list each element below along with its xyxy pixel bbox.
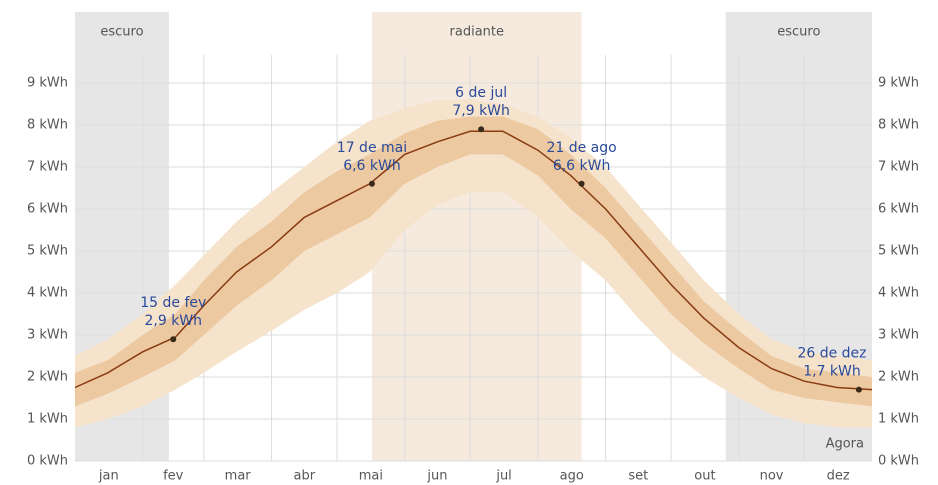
y2-tick-label: 3 kWh xyxy=(878,328,919,343)
annotation-value: 6,6 kWh xyxy=(343,158,401,174)
region-label: radiante xyxy=(450,25,504,40)
y-tick-label: 0 kWh xyxy=(27,454,68,469)
y2-tick-label: 9 kWh xyxy=(878,76,919,91)
y-tick-label: 2 kWh xyxy=(27,370,68,385)
y2-tick-label: 7 kWh xyxy=(878,160,919,175)
y-tick-label: 8 kWh xyxy=(27,118,68,133)
band xyxy=(75,116,872,407)
y-tick-label: 1 kWh xyxy=(27,412,68,427)
x-tick-label: set xyxy=(628,469,648,484)
y2-tick-label: 2 kWh xyxy=(878,370,919,385)
y-tick-label: 9 kWh xyxy=(27,76,68,91)
x-tick-label: jul xyxy=(495,469,511,484)
annotation-point xyxy=(368,180,375,187)
x-tick-label: mar xyxy=(225,469,252,484)
band xyxy=(75,99,872,428)
annotation-value: 7,9 kWh xyxy=(452,103,510,119)
annotation-value: 1,7 kWh xyxy=(803,364,861,380)
annotation-date: 15 de fev xyxy=(140,295,206,311)
annotation-date: 21 de ago xyxy=(546,140,616,156)
annotation-point xyxy=(855,386,862,393)
x-tick-label: ago xyxy=(560,469,584,484)
y-tick-label: 6 kWh xyxy=(27,202,68,217)
x-tick-label: jun xyxy=(426,469,447,484)
now-label: Agora xyxy=(826,437,864,452)
y2-tick-label: 0 kWh xyxy=(878,454,919,469)
y-tick-label: 7 kWh xyxy=(27,160,68,175)
y2-tick-label: 1 kWh xyxy=(878,412,919,427)
annotation-point xyxy=(170,336,177,343)
y2-tick-label: 5 kWh xyxy=(878,244,919,259)
annotation-date: 26 de dez xyxy=(797,346,866,362)
annotation-point xyxy=(578,180,585,187)
x-tick-label: mai xyxy=(359,469,383,484)
x-tick-label: abr xyxy=(293,469,315,484)
annotation-point xyxy=(478,126,485,133)
y2-tick-label: 4 kWh xyxy=(878,286,919,301)
x-tick-label: out xyxy=(694,469,715,484)
y-tick-label: 3 kWh xyxy=(27,328,68,343)
annotation-value: 2,9 kWh xyxy=(144,313,202,329)
y-tick-label: 5 kWh xyxy=(27,244,68,259)
annotation-value: 6,6 kWh xyxy=(553,158,611,174)
region-label: escuro xyxy=(100,25,143,40)
region xyxy=(371,12,582,461)
line xyxy=(74,130,873,391)
x-tick-label: fev xyxy=(163,469,184,484)
y2-tick-label: 6 kWh xyxy=(878,202,919,217)
y2-tick-label: 8 kWh xyxy=(878,118,919,133)
annotation-date: 6 de jul xyxy=(455,85,507,101)
x-tick-label: dez xyxy=(827,469,850,484)
annotation-date: 17 de mai xyxy=(337,140,407,156)
y-tick-label: 4 kWh xyxy=(27,286,68,301)
region-label: escuro xyxy=(777,25,820,40)
x-tick-label: jan xyxy=(98,469,119,484)
x-tick-label: nov xyxy=(760,469,784,484)
